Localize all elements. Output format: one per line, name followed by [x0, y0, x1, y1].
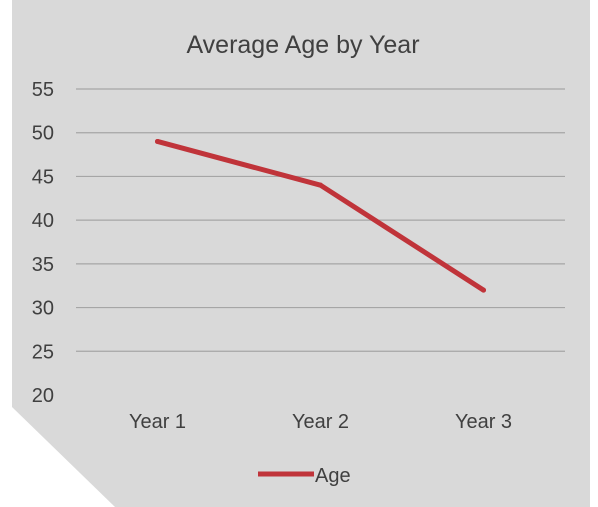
- y-axis-tick-labels: 20 25 30 35 40 45 50 55: [32, 79, 54, 407]
- y-tick-label: 50: [32, 123, 54, 145]
- y-tick-label: 55: [32, 79, 54, 101]
- x-axis-tick-labels: Year 1 Year 2 Year 3: [129, 411, 512, 433]
- y-tick-label: 40: [32, 210, 54, 232]
- x-tick-label: Year 1: [129, 411, 186, 433]
- x-tick-label: Year 2: [292, 411, 349, 433]
- data-point: [318, 182, 323, 188]
- chart-background: [12, 0, 590, 507]
- y-tick-label: 30: [32, 298, 54, 320]
- series-group: [155, 138, 486, 293]
- chart-title: Average Age by Year: [186, 31, 419, 59]
- y-tick-label: 45: [32, 166, 54, 188]
- data-point: [481, 287, 486, 293]
- y-tick-label: 20: [32, 385, 54, 407]
- y-tick-label: 35: [32, 254, 54, 276]
- data-point: [155, 138, 160, 144]
- legend: Age: [258, 465, 351, 487]
- y-tick-label: 25: [32, 341, 54, 363]
- legend-label-age: Age: [315, 465, 351, 487]
- gridlines: [76, 88, 565, 352]
- x-tick-label: Year 3: [455, 411, 512, 433]
